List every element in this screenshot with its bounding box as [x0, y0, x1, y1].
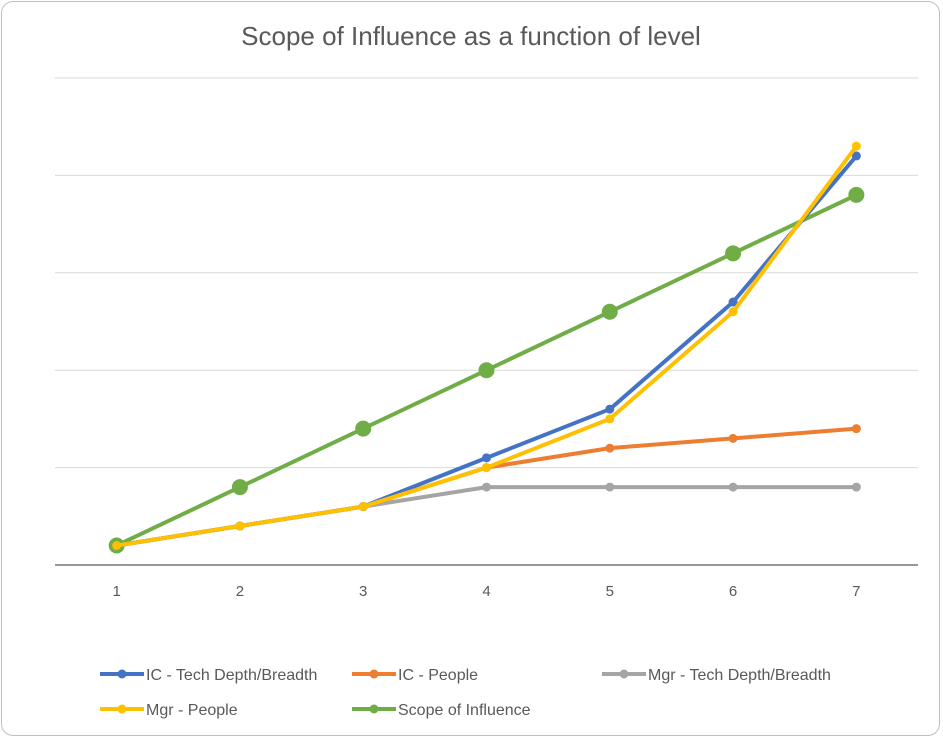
legend-item: Mgr - Tech Depth/Breadth [602, 667, 831, 684]
data-point [601, 303, 618, 320]
x-tick-label: 3 [359, 583, 367, 600]
data-point [235, 521, 245, 531]
data-point [605, 443, 615, 453]
x-tick-label: 7 [852, 583, 860, 600]
legend-item: IC - People [352, 667, 478, 684]
data-point [605, 482, 615, 492]
x-tick-label: 5 [606, 583, 614, 600]
data-point [482, 453, 491, 463]
legend-item: Mgr - People [100, 702, 238, 719]
data-point [231, 479, 248, 496]
series-3 [112, 141, 861, 551]
legend-swatch-marker [117, 704, 127, 714]
data-point [605, 404, 615, 414]
plot-area [108, 141, 865, 554]
data-point [851, 151, 861, 161]
data-point [851, 482, 861, 492]
legend-swatch-marker [369, 704, 379, 714]
x-axis: 1 2 3 4 5 6 7 [55, 564, 918, 600]
data-point [725, 245, 742, 262]
data-point [728, 433, 738, 443]
data-point [358, 502, 368, 512]
data-point [851, 424, 861, 434]
series-line [114, 485, 859, 548]
x-tick-label: 6 [729, 583, 737, 600]
data-point [728, 482, 738, 492]
data-point [112, 541, 122, 551]
legend-label: IC - Tech Depth/Breadth [146, 667, 317, 684]
legend-swatch-marker [117, 669, 127, 679]
legend: IC - Tech Depth/Breadth IC - People Mgr - … [100, 667, 831, 719]
data-point [605, 414, 615, 424]
x-tick-label: 4 [482, 583, 490, 600]
legend-label: Mgr - People [146, 702, 238, 719]
legend-swatch-marker [369, 669, 379, 679]
legend-label: IC - People [398, 667, 478, 684]
data-point [848, 186, 865, 203]
legend-swatch-marker [619, 669, 629, 679]
data-point [851, 141, 861, 151]
gridlines [55, 77, 918, 469]
data-point [478, 362, 495, 379]
chart-title: Scope of Influence as a function of leve… [241, 21, 701, 51]
series-4 [108, 186, 865, 554]
legend-label: Mgr - Tech Depth/Breadth [648, 667, 831, 684]
data-point [482, 463, 491, 473]
legend-label: Scope of Influence [398, 702, 531, 719]
x-tick-label: 2 [236, 583, 244, 600]
data-point [482, 482, 491, 492]
x-tick-label: 1 [112, 583, 120, 600]
data-point [355, 420, 372, 437]
data-point [728, 297, 738, 307]
data-point [728, 307, 738, 317]
legend-item: IC - Tech Depth/Breadth [100, 667, 317, 684]
legend-item: Scope of Influence [352, 702, 531, 719]
